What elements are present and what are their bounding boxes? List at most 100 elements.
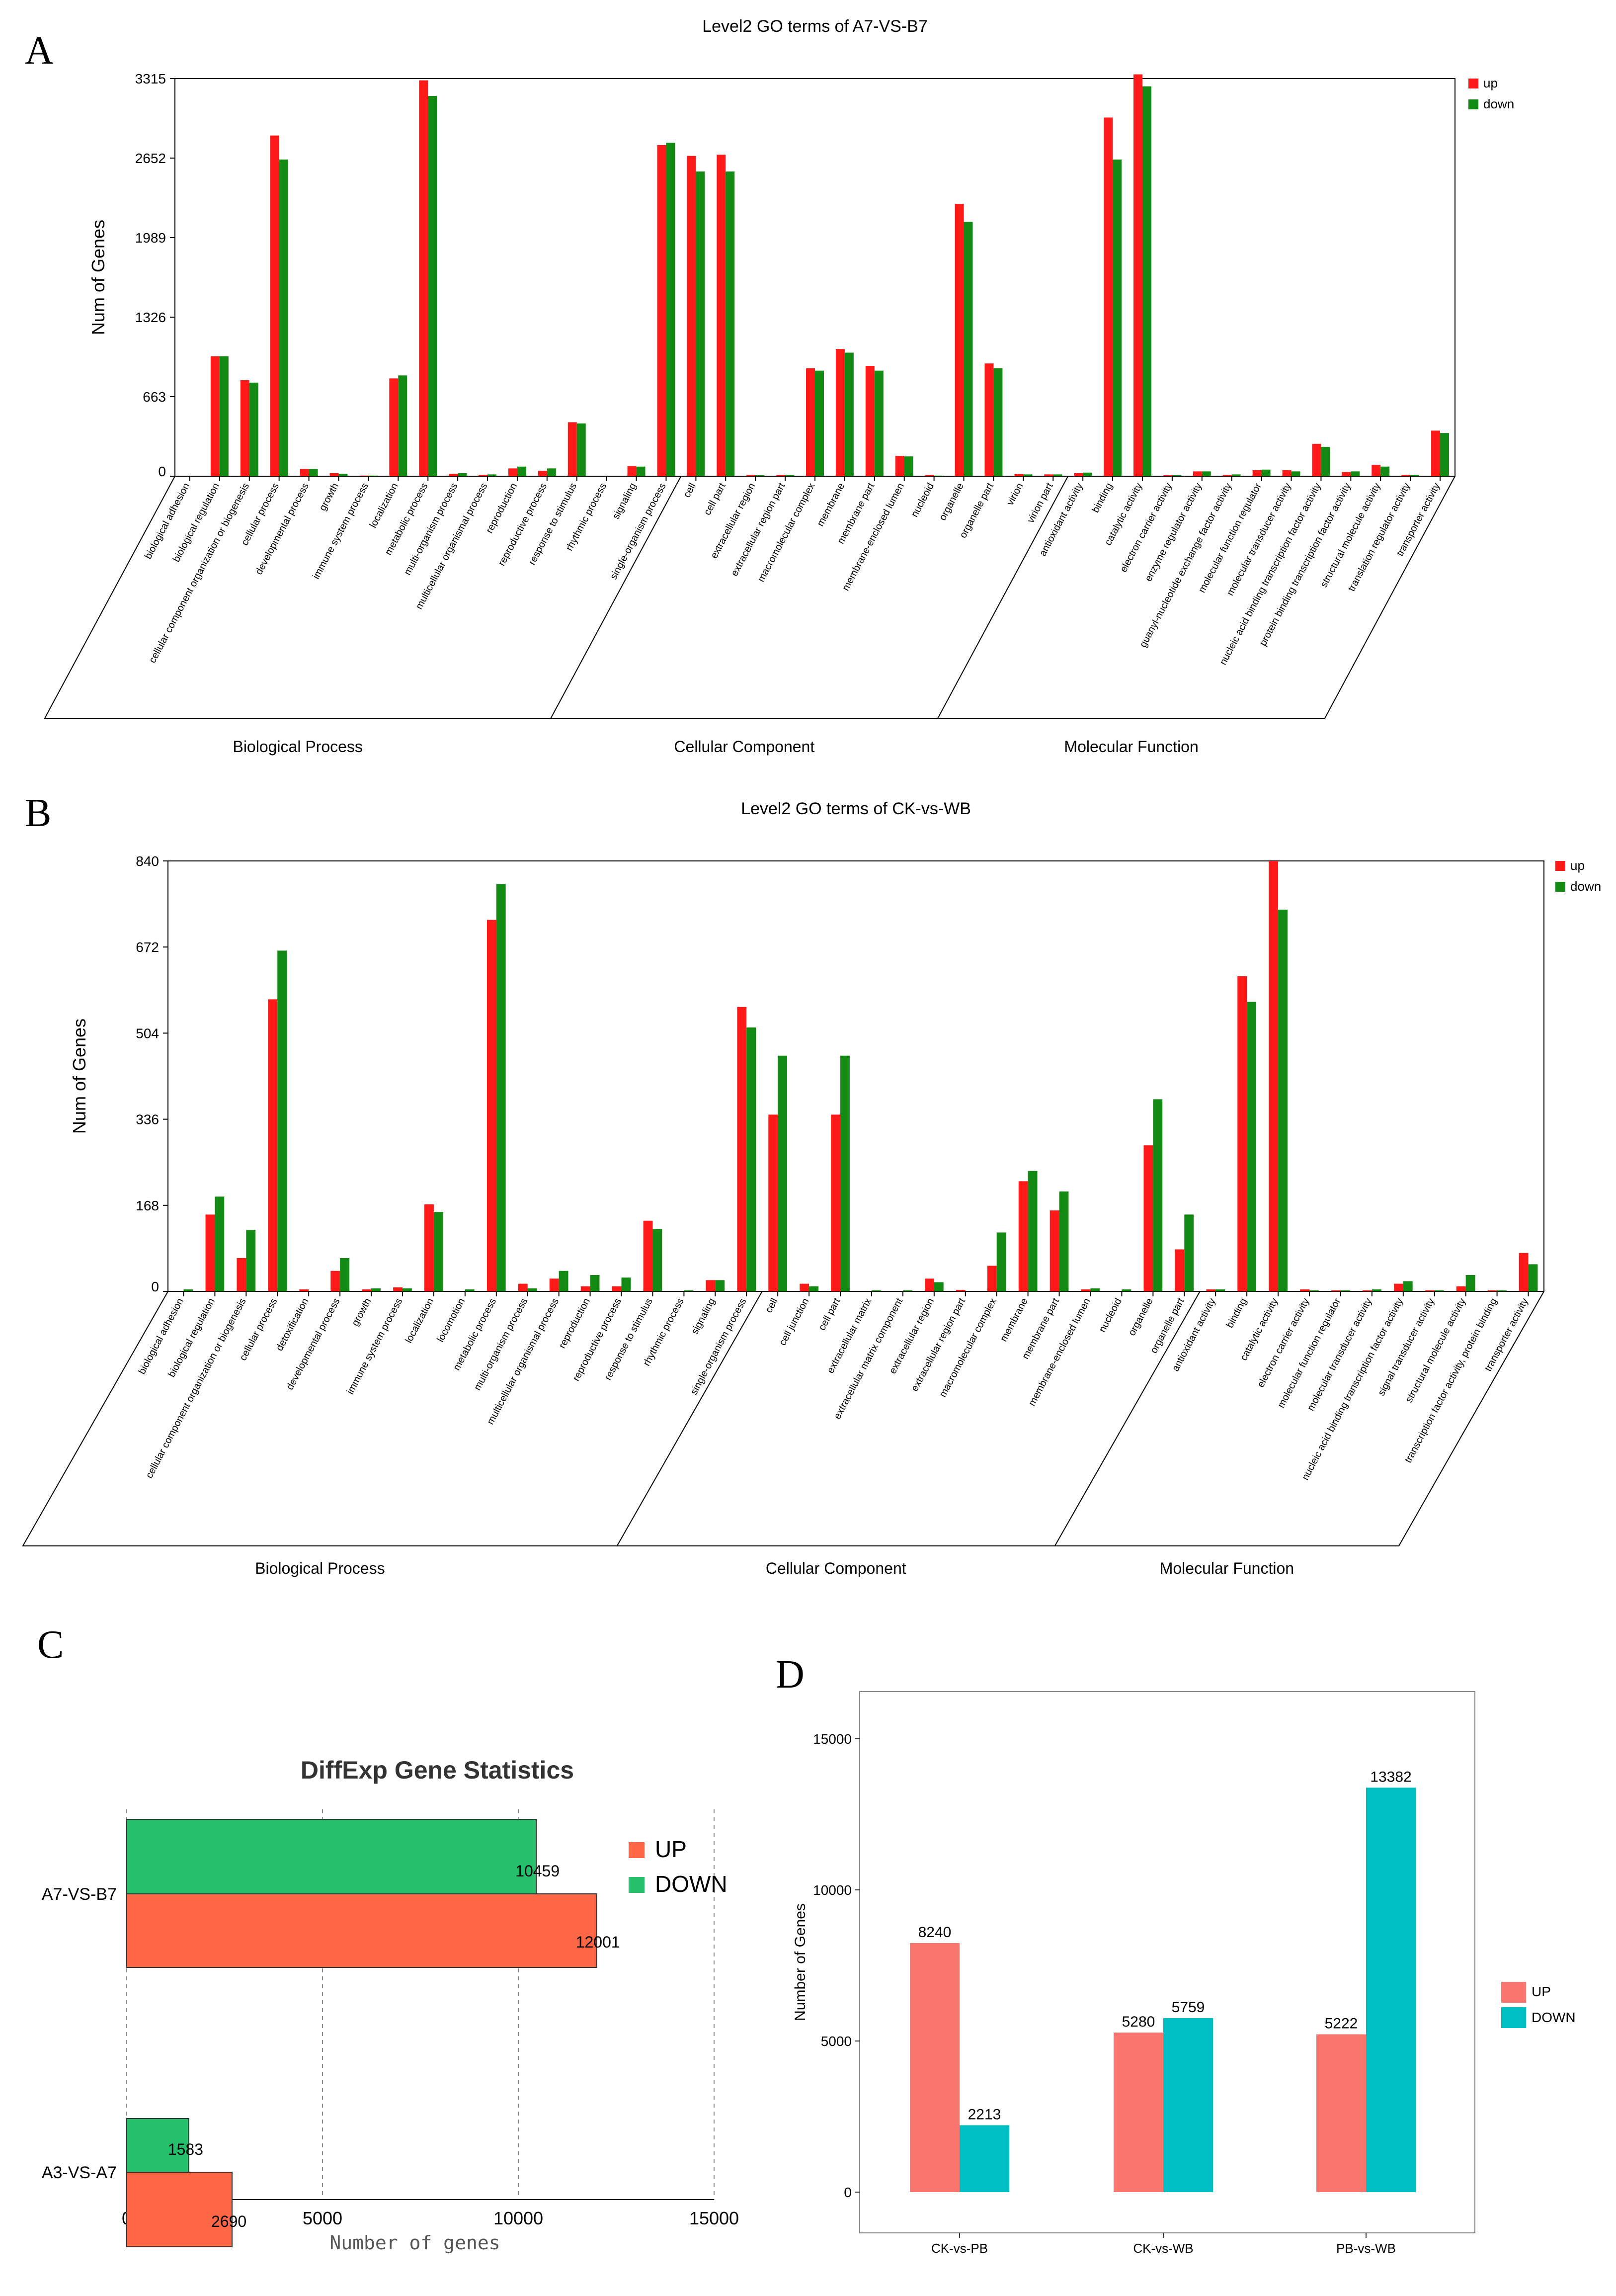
data-label-up: 8240 bbox=[918, 1924, 952, 1941]
bar-up bbox=[1252, 470, 1262, 476]
bar-down bbox=[1497, 1290, 1507, 1291]
category-label: nucleoid bbox=[909, 481, 936, 519]
data-label-up: 5280 bbox=[1122, 2014, 1155, 2030]
category-label: immune system process bbox=[311, 481, 371, 581]
bar-down bbox=[1351, 471, 1360, 476]
bar-up bbox=[1237, 976, 1247, 1291]
group-outline bbox=[44, 476, 1455, 719]
legend-down-swatch bbox=[1468, 99, 1478, 109]
bar-up bbox=[776, 475, 786, 476]
bar-down bbox=[340, 1258, 350, 1291]
bar-up bbox=[1104, 117, 1113, 476]
bar-up bbox=[1114, 2032, 1163, 2192]
category-label: localization bbox=[368, 481, 401, 530]
bar-down bbox=[527, 1288, 537, 1291]
bar-up bbox=[486, 920, 496, 1291]
group-label: Cellular Component bbox=[674, 738, 814, 756]
y-axis-label: Number of Genes bbox=[792, 1903, 808, 2021]
category-label: reproduction bbox=[557, 1296, 592, 1351]
data-label-down: 2213 bbox=[968, 2106, 1001, 2123]
category-label: macromolecular complex bbox=[937, 1296, 999, 1399]
group-divider bbox=[550, 476, 682, 719]
legend-down-label: DOWN bbox=[655, 1871, 727, 1897]
category-label: multi-organism process bbox=[472, 1296, 530, 1392]
bar-down bbox=[1053, 474, 1062, 476]
chart-title: Level2 GO terms of CK-vs-WB bbox=[741, 799, 971, 818]
bar-up bbox=[1193, 471, 1202, 476]
bar-down bbox=[636, 466, 646, 476]
group-label: Molecular Function bbox=[1064, 738, 1198, 756]
bar-down bbox=[902, 1290, 912, 1291]
category-label: extracellular region part bbox=[909, 1296, 968, 1393]
bar-down bbox=[666, 143, 675, 476]
data-label-down: 1583 bbox=[168, 2140, 203, 2158]
group-label: Molecular Function bbox=[1160, 1559, 1294, 1577]
bar-down bbox=[338, 474, 348, 476]
bar-up bbox=[419, 80, 428, 477]
y-tick-label: 840 bbox=[136, 853, 159, 869]
group-divider bbox=[937, 476, 1069, 719]
bar-up bbox=[300, 469, 309, 476]
category-label: localization bbox=[403, 1296, 436, 1345]
category-label: single-organism process bbox=[688, 1296, 748, 1397]
legend-down-label: down bbox=[1570, 879, 1601, 894]
panel-b: B Level2 GO terms of CK-vs-WB Num of Genes… bbox=[0, 785, 1616, 1601]
category-label: signaling bbox=[610, 481, 638, 521]
category-label: cell junction bbox=[777, 1296, 811, 1348]
bar-down bbox=[1153, 1099, 1163, 1291]
y-tick-label: 0 bbox=[151, 1279, 159, 1294]
bar-up bbox=[865, 365, 875, 476]
bar-up bbox=[1342, 472, 1351, 476]
bar-up bbox=[1269, 861, 1279, 1291]
category-label: locomotion bbox=[435, 1296, 467, 1344]
bar-down bbox=[996, 1232, 1006, 1291]
group-outline bbox=[22, 1291, 1544, 1546]
bar-up bbox=[240, 380, 249, 476]
bar-down bbox=[249, 382, 258, 476]
chart-title: DiffExp Gene Statistics bbox=[301, 1756, 574, 1784]
bar-up bbox=[1133, 74, 1142, 477]
bar-up bbox=[768, 1114, 778, 1291]
bar-up bbox=[1393, 1283, 1403, 1291]
bar-up bbox=[1018, 1181, 1028, 1291]
category-label: signaling bbox=[689, 1296, 717, 1336]
bar-down bbox=[517, 466, 526, 476]
bar-up bbox=[389, 378, 399, 476]
bar-down bbox=[398, 375, 407, 476]
bar-down bbox=[1028, 1171, 1038, 1291]
y-tick-label: 2652 bbox=[135, 151, 166, 166]
legend-up-swatch bbox=[1555, 861, 1565, 871]
bar-down bbox=[960, 2125, 1009, 2192]
legend-up-swatch bbox=[629, 1842, 645, 1858]
bar-up bbox=[580, 1286, 590, 1291]
bar-up bbox=[643, 1220, 653, 1291]
group-label: Biological Process bbox=[233, 738, 362, 756]
y-tick-label: 0 bbox=[844, 2185, 852, 2200]
category-label: signal transducer activity bbox=[1376, 1296, 1437, 1398]
y-tick-label: 10000 bbox=[813, 1882, 852, 1898]
bar-down bbox=[1380, 466, 1390, 476]
category-label: macromolecular complex bbox=[756, 481, 817, 584]
data-label-up: 2690 bbox=[211, 2212, 246, 2230]
bar-up bbox=[895, 455, 904, 476]
gene-count-chart-d: D Number of Genes 0 5000 10000 15000 8240 2213 C… bbox=[776, 1653, 1576, 2256]
category-label: detoxification bbox=[274, 1296, 311, 1353]
bar-up bbox=[479, 475, 488, 476]
y-tick-label: 15000 bbox=[813, 1731, 852, 1747]
panel-letter: A bbox=[25, 29, 54, 73]
bar-down bbox=[1122, 1289, 1131, 1291]
bar-down bbox=[1202, 471, 1211, 476]
category-label: immune system process bbox=[345, 1296, 405, 1396]
y-axis-label: Num of Genes bbox=[69, 1019, 89, 1134]
bar-down bbox=[487, 474, 496, 476]
panel-a: A Level2 GO terms of A7-VS-B7 Num of Genes… bbox=[0, 0, 1616, 785]
panel-letter: B bbox=[25, 791, 51, 835]
bar-down bbox=[428, 95, 437, 477]
category-label: cell bbox=[763, 1296, 780, 1315]
go-chart-b: B Level2 GO terms of CK-vs-WB Num of Genes… bbox=[22, 791, 1601, 1577]
bar-down bbox=[1023, 474, 1033, 476]
y-tick-label: 0 bbox=[158, 464, 166, 479]
bar-down bbox=[871, 1290, 881, 1291]
bar-up bbox=[330, 1271, 340, 1291]
legend-up-label: up bbox=[1483, 76, 1498, 90]
